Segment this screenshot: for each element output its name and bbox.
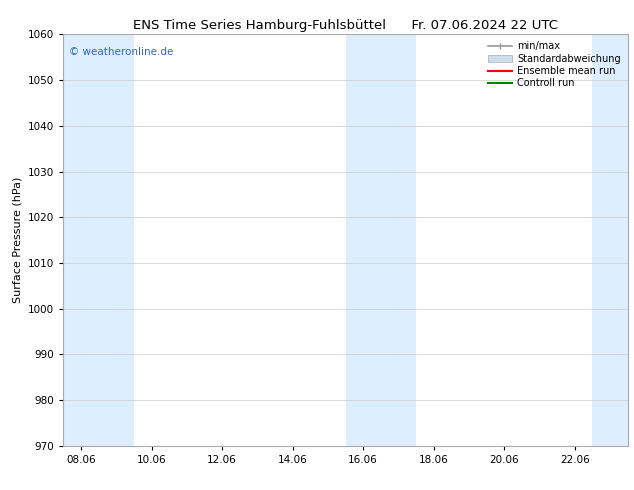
- Legend: min/max, Standardabweichung, Ensemble mean run, Controll run: min/max, Standardabweichung, Ensemble me…: [486, 39, 623, 90]
- Bar: [592, 34, 628, 446]
- Y-axis label: Surface Pressure (hPa): Surface Pressure (hPa): [13, 177, 23, 303]
- Text: © weatheronline.de: © weatheronline.de: [69, 47, 174, 57]
- Bar: [63, 34, 134, 446]
- Title: ENS Time Series Hamburg-Fuhlsbüttel      Fr. 07.06.2024 22 UTC: ENS Time Series Hamburg-Fuhlsbüttel Fr. …: [133, 19, 558, 32]
- Bar: [346, 34, 416, 446]
